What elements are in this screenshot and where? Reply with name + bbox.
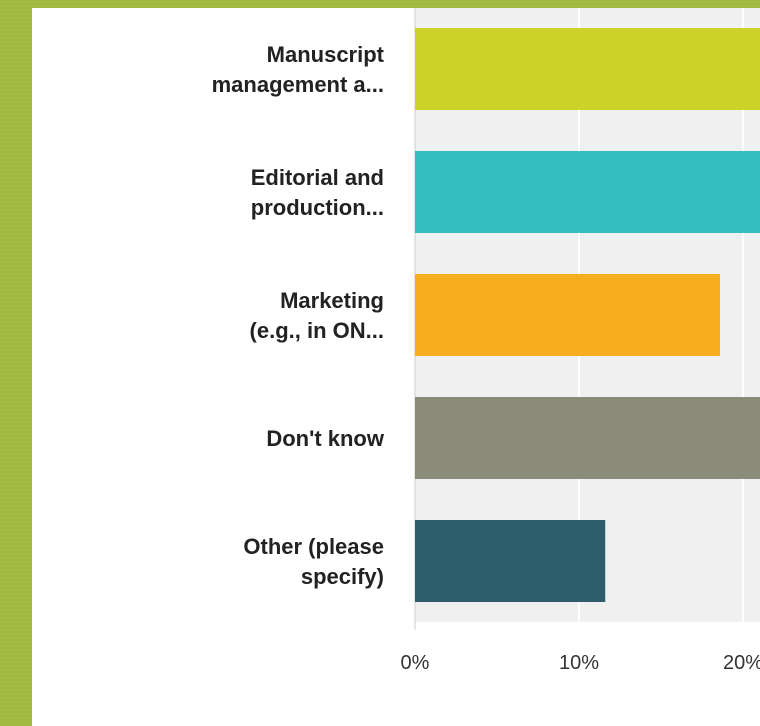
category-label: Manuscript management a... bbox=[212, 42, 385, 97]
x-tick-label: 10% bbox=[559, 652, 599, 674]
category-label-line: Don't know bbox=[266, 426, 385, 451]
x-tick-labels: 0% 10% 20% bbox=[401, 652, 760, 674]
bar-chart: Manuscript management a... Editorial and pr… bbox=[212, 8, 760, 674]
bar bbox=[415, 397, 760, 479]
category-label: Other (please specify) bbox=[243, 534, 384, 589]
category-label: Editorial and production... bbox=[251, 165, 384, 220]
chart-card: Manuscript management a... Editorial and pr… bbox=[32, 8, 760, 726]
category-label: Don't know bbox=[266, 426, 385, 451]
category-labels: Manuscript management a... Editorial and pr… bbox=[212, 42, 385, 589]
bar bbox=[415, 274, 721, 356]
category-label-line: production... bbox=[251, 195, 384, 220]
bars bbox=[415, 28, 760, 602]
bar bbox=[415, 151, 760, 233]
category-label-line: specify) bbox=[301, 564, 384, 589]
category-label: Marketing (e.g., in ON... bbox=[250, 288, 384, 343]
bar bbox=[415, 28, 760, 110]
category-label-line: Manuscript bbox=[267, 42, 385, 67]
x-tick-label: 20% bbox=[723, 652, 760, 674]
category-label-line: Other (please bbox=[243, 534, 384, 559]
category-label-line: management a... bbox=[212, 72, 384, 97]
category-label-line: Editorial and bbox=[251, 165, 384, 190]
x-tick-label: 0% bbox=[401, 652, 430, 674]
category-label-line: (e.g., in ON... bbox=[250, 318, 384, 343]
category-label-line: Marketing bbox=[280, 288, 384, 313]
bar bbox=[415, 520, 606, 602]
